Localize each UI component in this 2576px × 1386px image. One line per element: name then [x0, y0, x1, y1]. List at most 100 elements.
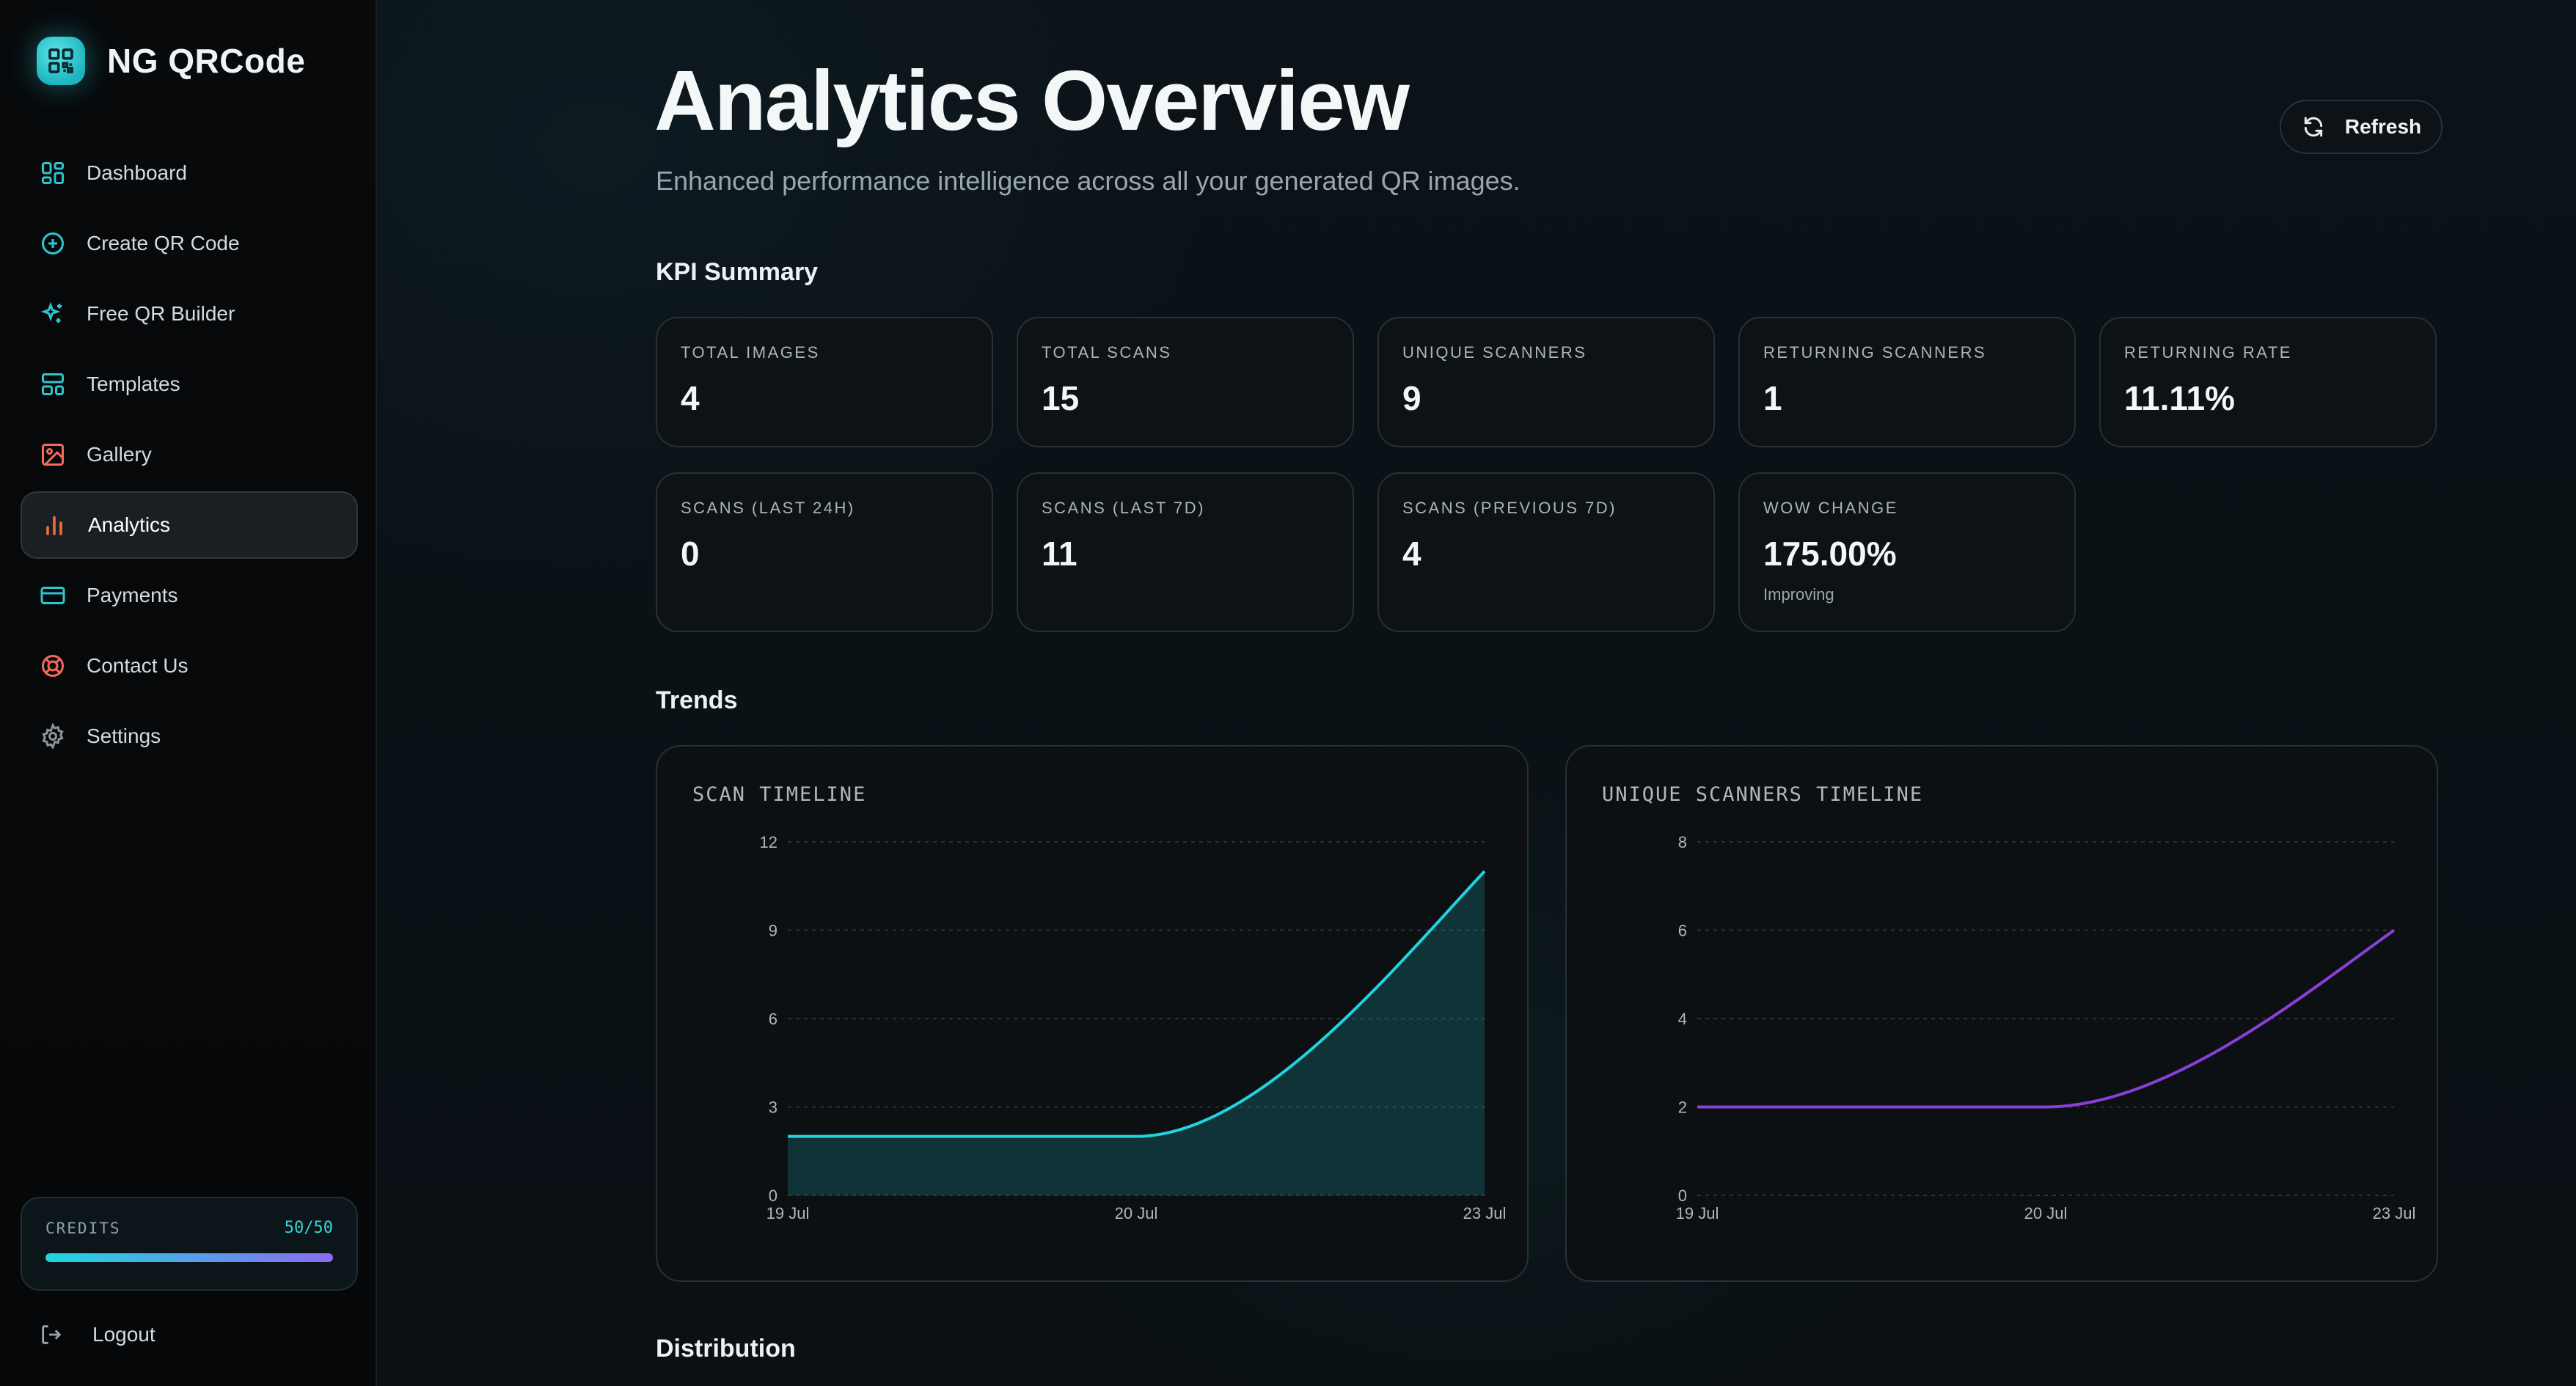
kpi-card-returning-rate: RETURNING RATE 11.11% [2099, 317, 2437, 447]
kpi-value: 4 [681, 379, 700, 417]
sidebar-item-label: Gallery [87, 443, 152, 466]
kpi-value: 1 [1763, 379, 1782, 417]
x-tick-label: 23 Jul [2373, 1204, 2416, 1222]
sidebar-item-label: Contact Us [87, 654, 189, 677]
brand-name: NG QRCode [107, 42, 306, 80]
credits-progress-bar [45, 1253, 333, 1262]
credits-count: 50/50 [284, 1219, 333, 1237]
sidebar-item-label: Templates [87, 373, 180, 395]
kpi-label: TOTAL SCANS [1042, 343, 1172, 362]
kpi-value: 4 [1402, 535, 1421, 573]
kpi-label: UNIQUE SCANNERS [1402, 343, 1587, 362]
section-title-distribution: Distribution [656, 1335, 796, 1363]
series-line [1697, 928, 2396, 1109]
y-tick-label: 3 [769, 1099, 777, 1117]
kpi-value: 11.11% [2124, 379, 2235, 417]
sidebar: NG QRCode Dashboard Create QR Cod [0, 0, 377, 1386]
sidebar-item-contact-us[interactable]: Contact Us [21, 632, 358, 700]
plus-circle-icon [38, 229, 67, 258]
page-title: Analytics Overview [654, 53, 1410, 148]
kpi-label: RETURNING RATE [2124, 343, 2292, 362]
y-tick-label: 6 [1678, 922, 1687, 940]
kpi-card-total-images: TOTAL IMAGES 4 [656, 317, 993, 447]
sidebar-item-label: Create QR Code [87, 232, 240, 254]
image-icon [38, 440, 67, 469]
dashboard-grid-icon [38, 158, 67, 188]
kpi-card-scans-last-7d: SCANS (LAST 7D) 11 [1017, 472, 1354, 632]
logout-button[interactable]: Logout [37, 1320, 155, 1349]
y-tick-label: 8 [1678, 833, 1687, 851]
refresh-button[interactable]: Refresh [2280, 100, 2443, 154]
kpi-card-returning-scanners: RETURNING SCANNERS 1 [1738, 317, 2076, 447]
y-tick-label: 6 [769, 1010, 777, 1028]
chart-card-unique-scanners-timeline: UNIQUE SCANNERS TIMELINE 0 2 4 6 8 19 Jul 20 J… [1565, 745, 2438, 1282]
gear-icon [38, 722, 67, 751]
sidebar-item-free-qr-builder[interactable]: Free QR Builder [21, 280, 358, 348]
bar-chart-icon [40, 510, 69, 540]
sidebar-item-settings[interactable]: Settings [21, 703, 358, 770]
sidebar-item-payments[interactable]: Payments [21, 562, 358, 629]
kpi-value: 175.00% [1763, 535, 1897, 573]
sparkles-icon [38, 299, 67, 329]
unique-scanners-timeline-chart: 0 2 4 6 8 19 Jul 20 Jul 23 Jul [1676, 833, 2416, 1222]
logout-icon [37, 1320, 66, 1349]
kpi-value: 11 [1042, 535, 1077, 573]
credit-card-icon [38, 581, 67, 610]
credits-label: CREDITS [45, 1219, 121, 1237]
section-title-trends: Trends [656, 686, 738, 714]
x-tick-label: 20 Jul [2024, 1204, 2068, 1222]
main-content: Analytics Overview Enhanced performance … [377, 0, 2576, 1386]
kpi-trend-note: Improving [1763, 585, 1834, 604]
kpi-value: 9 [1402, 379, 1421, 417]
refresh-label: Refresh [2344, 115, 2422, 138]
brand[interactable]: NG QRCode [37, 37, 305, 85]
series-area [788, 871, 1485, 1195]
logout-label: Logout [92, 1323, 155, 1346]
sidebar-item-label: Analytics [88, 513, 171, 536]
y-tick-label: 0 [769, 1187, 777, 1205]
kpi-card-wow-change: WOW CHANGE 175.00% Improving [1738, 472, 2076, 632]
x-tick-label: 19 Jul [1676, 1204, 1719, 1222]
sidebar-item-analytics[interactable]: Analytics [21, 491, 358, 559]
y-tick-label: 9 [769, 922, 777, 940]
kpi-value: 15 [1042, 379, 1080, 417]
section-title-kpi: KPI Summary [656, 258, 819, 286]
lifebuoy-icon [38, 651, 67, 681]
chart-card-scan-timeline: SCAN TIMELINE 0 3 6 9 12 19 Jul 20 Jul 23 Jul [656, 745, 1529, 1282]
kpi-label: RETURNING SCANNERS [1763, 343, 1987, 362]
refresh-icon [2301, 114, 2326, 139]
x-tick-label: 20 Jul [1115, 1204, 1158, 1222]
sidebar-item-label: Dashboard [87, 161, 187, 184]
kpi-value: 0 [681, 535, 700, 573]
scan-timeline-chart: 0 3 6 9 12 19 Jul 20 Jul 23 Jul [760, 833, 1507, 1222]
sidebar-nav: Dashboard Create QR Code Free QR Builder [21, 139, 358, 773]
kpi-card-scans-previous-7d: SCANS (PREVIOUS 7D) 4 [1377, 472, 1715, 632]
page-subtitle: Enhanced performance intelligence across… [656, 166, 1521, 196]
kpi-card-scans-last-24h: SCANS (LAST 24H) 0 [656, 472, 993, 632]
sidebar-item-dashboard[interactable]: Dashboard [21, 139, 358, 207]
kpi-label: WOW CHANGE [1763, 499, 1898, 517]
sidebar-item-templates[interactable]: Templates [21, 351, 358, 418]
credits-panel: CREDITS 50/50 [21, 1197, 358, 1291]
y-tick-label: 12 [760, 833, 777, 851]
kpi-card-total-scans: TOTAL SCANS 15 [1017, 317, 1354, 447]
credits-progress-fill [45, 1253, 333, 1262]
sidebar-item-label: Settings [87, 725, 161, 747]
y-tick-label: 4 [1678, 1010, 1687, 1028]
sidebar-item-gallery[interactable]: Gallery [21, 421, 358, 488]
x-tick-label: 19 Jul [766, 1204, 810, 1222]
templates-layout-icon [38, 370, 67, 399]
qr-code-icon [37, 37, 85, 85]
chart-title: UNIQUE SCANNERS TIMELINE [1602, 783, 1924, 806]
y-tick-label: 2 [1678, 1099, 1687, 1117]
sidebar-item-create-qr-code[interactable]: Create QR Code [21, 210, 358, 277]
kpi-label: SCANS (LAST 7D) [1042, 499, 1205, 517]
kpi-label: SCANS (PREVIOUS 7D) [1402, 499, 1617, 517]
sidebar-item-label: Free QR Builder [87, 302, 235, 325]
kpi-label: TOTAL IMAGES [681, 343, 820, 362]
sidebar-item-label: Payments [87, 584, 178, 606]
kpi-card-unique-scanners: UNIQUE SCANNERS 9 [1377, 317, 1715, 447]
y-tick-label: 0 [1678, 1187, 1687, 1205]
kpi-label: SCANS (LAST 24H) [681, 499, 855, 517]
x-tick-label: 23 Jul [1463, 1204, 1507, 1222]
